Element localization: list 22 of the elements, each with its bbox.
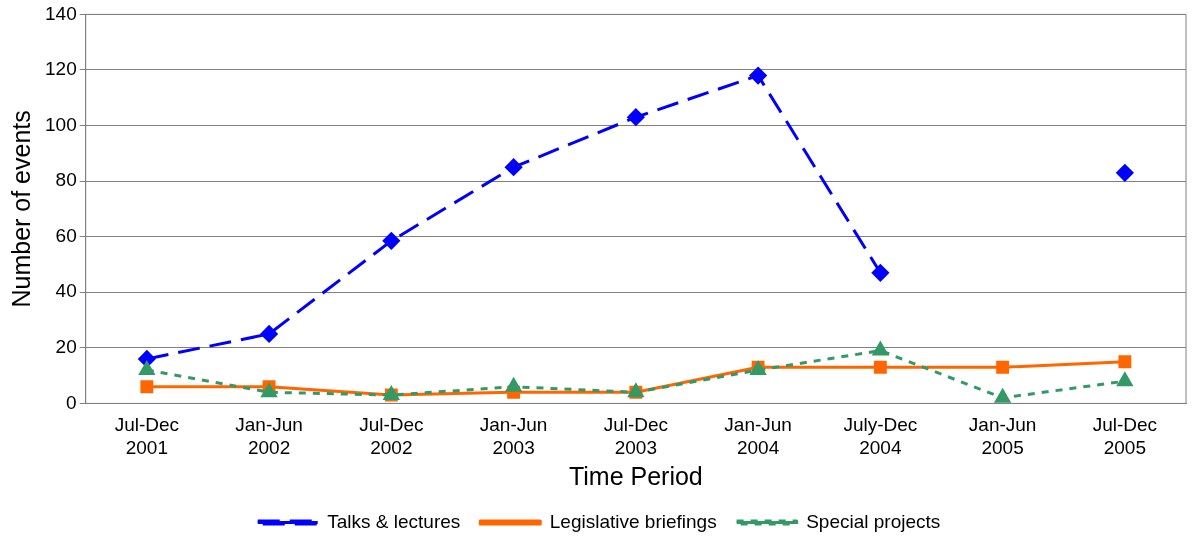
x-tick-label: Jul-Dec 2002 [359,414,424,458]
legend-label: Talks & lectures [327,510,461,532]
x-axis-title: Time Period [568,461,703,490]
y-tick-label: 80 [55,169,77,191]
y-tick-label: 40 [55,280,77,302]
y-tick-label: 120 [45,58,77,80]
y-tick-label: 20 [55,336,77,358]
y-tick-label: 140 [45,2,77,24]
y-tick-label: 100 [45,113,77,135]
y-axis-title: Number of events [6,110,35,308]
x-tick-label: July-Dec 2004 [843,414,918,458]
legend-label: Legislative briefings [549,510,717,532]
x-tick-label: Jul-Dec 2001 [114,414,180,458]
legend-label: Special projects [806,510,941,532]
x-tick-label: Jan-Jun 2002 [235,414,303,458]
y-tick-label: 0 [66,391,77,413]
x-tick-label: Jan-Jun 2005 [968,414,1037,458]
y-tick-label: 60 [55,224,77,246]
x-tick-label: Jan-Jun 2004 [724,414,792,458]
x-tick-label: Jan-Jun 2003 [479,414,548,458]
x-tick-label: Jul-Dec 2005 [1092,414,1158,458]
x-tick-label: Jul-Dec 2003 [603,414,669,458]
